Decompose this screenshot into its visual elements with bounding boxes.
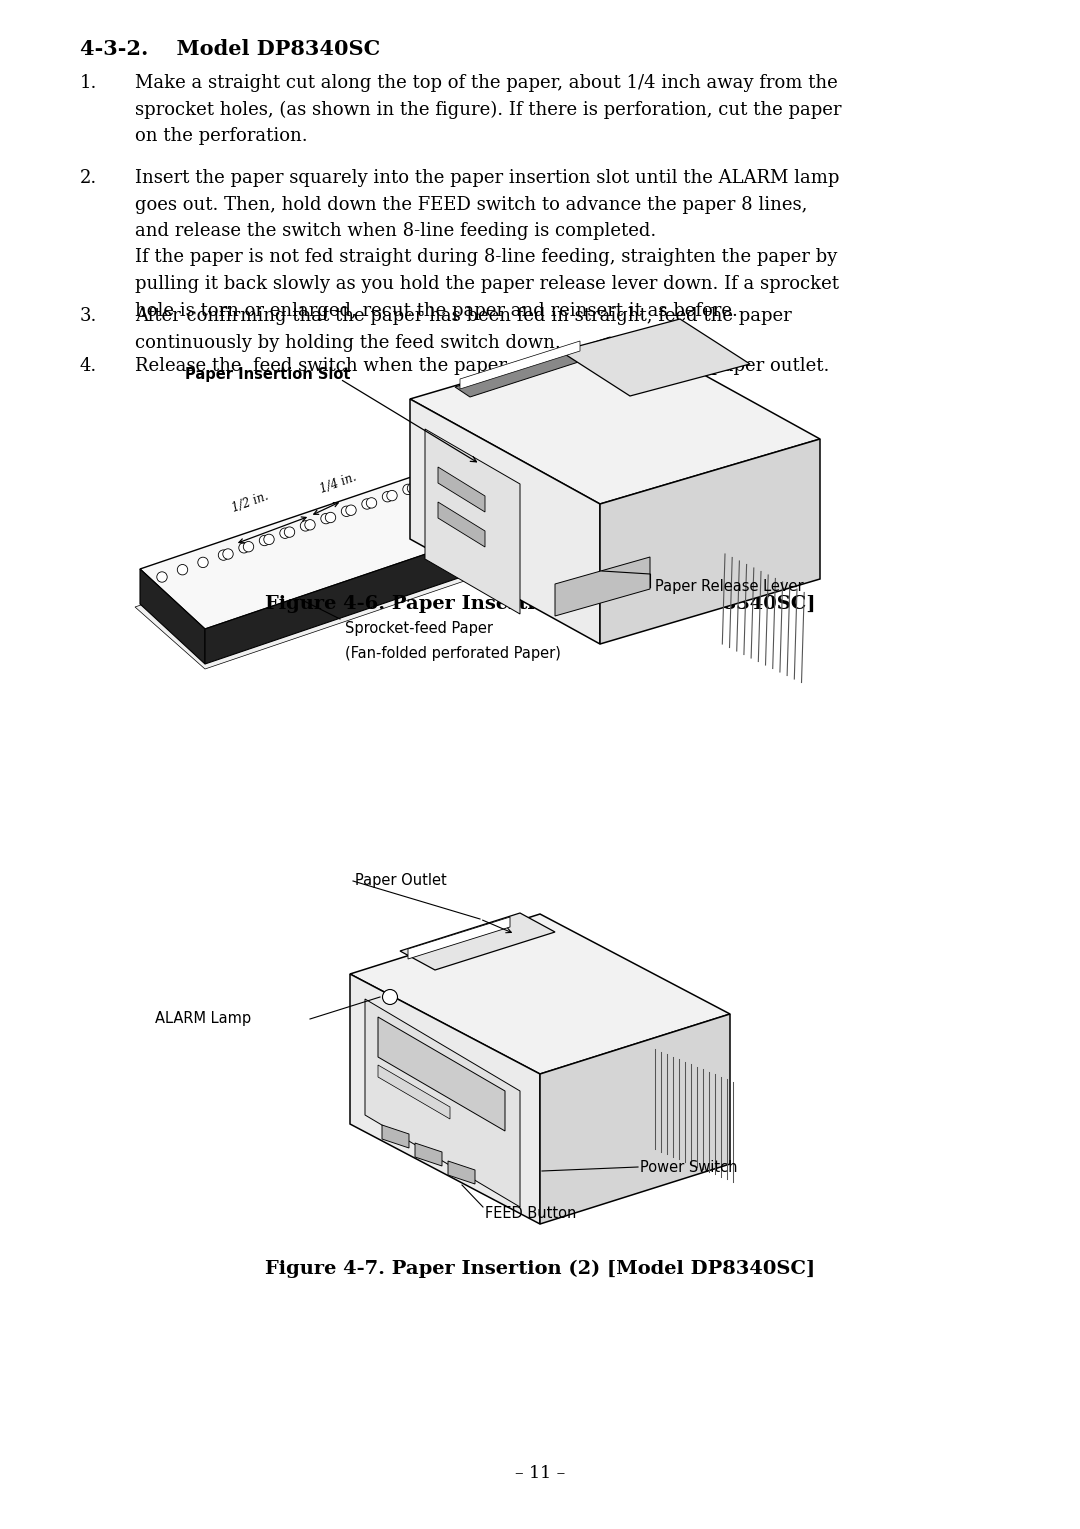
Circle shape [243,541,254,552]
Text: FEED Button: FEED Button [485,1206,577,1222]
Circle shape [259,535,270,546]
Polygon shape [410,399,600,644]
Text: on the perforation.: on the perforation. [135,127,308,145]
Text: Figure 4-6. Paper Insertion (1) [Model DP8340SC]: Figure 4-6. Paper Insertion (1) [Model D… [265,595,815,613]
Text: 4-3-2.  Model DP8340SC: 4-3-2. Model DP8340SC [80,40,380,60]
Text: Release the  feed switch when the paper emerges through the paper outlet.: Release the feed switch when the paper e… [135,356,829,375]
Polygon shape [415,1144,442,1167]
Text: ALARM Lamp: ALARM Lamp [156,1012,252,1026]
Text: Make a straight cut along the top of the paper, about 1/4 inch away from the: Make a straight cut along the top of the… [135,73,838,92]
Text: Power Switch: Power Switch [640,1159,738,1174]
Polygon shape [448,1161,475,1183]
Text: continuously by holding the feed switch down.: continuously by holding the feed switch … [135,333,561,352]
Text: 4.: 4. [80,356,97,375]
Polygon shape [205,534,485,664]
Text: 1/2 in.: 1/2 in. [230,489,270,515]
Text: – 11 –: – 11 – [515,1465,565,1483]
Polygon shape [600,439,820,644]
Text: 3.: 3. [80,307,97,326]
Circle shape [341,506,352,517]
Polygon shape [140,474,485,628]
Circle shape [428,476,438,486]
Text: Sprocket-feed Paper: Sprocket-feed Paper [345,621,492,636]
Circle shape [198,557,208,567]
Polygon shape [365,998,519,1206]
Text: sprocket holes, (as shown in the figure). If there is perforation, cut the paper: sprocket holes, (as shown in the figure)… [135,101,841,119]
Text: Insert the paper squarely into the paper insertion slot until the ALARM lamp: Insert the paper squarely into the paper… [135,170,839,187]
Circle shape [177,564,188,575]
Polygon shape [408,917,510,959]
Text: Figure 4-7. Paper Insertion (2) [Model DP8340SC]: Figure 4-7. Paper Insertion (2) [Model D… [265,1260,815,1278]
Circle shape [222,549,233,560]
Circle shape [362,498,373,509]
Circle shape [321,514,332,524]
Text: and release the switch when 8-line feeding is completed.: and release the switch when 8-line feedi… [135,222,657,240]
Text: 1.: 1. [80,73,97,92]
Text: Paper Outlet: Paper Outlet [355,873,447,888]
Text: (Fan-folded perforated Paper): (Fan-folded perforated Paper) [345,645,561,661]
Text: 2.: 2. [80,170,97,187]
Polygon shape [382,1125,409,1148]
Polygon shape [460,341,580,388]
Circle shape [157,572,167,583]
Polygon shape [135,512,485,670]
Text: Paper Insertion Slot: Paper Insertion Slot [185,367,351,382]
Circle shape [280,528,291,538]
Circle shape [305,520,315,531]
Polygon shape [350,974,540,1225]
Polygon shape [400,913,555,969]
Circle shape [239,543,249,553]
Text: If the paper is not fed straight during 8-line feeding, straighten the paper by: If the paper is not fed straight during … [135,249,837,266]
Circle shape [387,491,397,502]
Circle shape [448,468,459,479]
Polygon shape [438,502,485,547]
Polygon shape [140,569,205,664]
Polygon shape [561,320,750,396]
Polygon shape [410,333,820,505]
Text: 1/4 in.: 1/4 in. [318,471,357,495]
Polygon shape [438,466,485,512]
Polygon shape [555,557,650,616]
Circle shape [325,512,336,523]
Text: After confirming that the paper has been fed in straight, feed the paper: After confirming that the paper has been… [135,307,792,326]
Text: hole is torn or enlarged, recut the paper and reinsert it as before.: hole is torn or enlarged, recut the pape… [135,301,738,320]
Circle shape [346,505,356,515]
Circle shape [300,521,311,531]
Text: Paper Release Lever: Paper Release Lever [654,579,804,595]
Text: goes out. Then, hold down the FEED switch to advance the paper 8 lines,: goes out. Then, hold down the FEED switc… [135,196,808,214]
Circle shape [423,477,434,488]
Text: pulling it back slowly as you hold the paper release lever down. If a sprocket: pulling it back slowly as you hold the p… [135,275,839,294]
Polygon shape [455,336,625,398]
Circle shape [403,485,414,494]
Circle shape [382,491,393,502]
Circle shape [284,528,295,537]
Polygon shape [378,1066,450,1119]
Polygon shape [540,1014,730,1225]
Circle shape [264,534,274,544]
Circle shape [218,550,229,560]
Circle shape [382,989,397,1005]
Polygon shape [378,1017,505,1131]
Circle shape [366,498,377,508]
Circle shape [407,483,418,494]
Polygon shape [426,430,519,615]
Polygon shape [350,914,730,1073]
